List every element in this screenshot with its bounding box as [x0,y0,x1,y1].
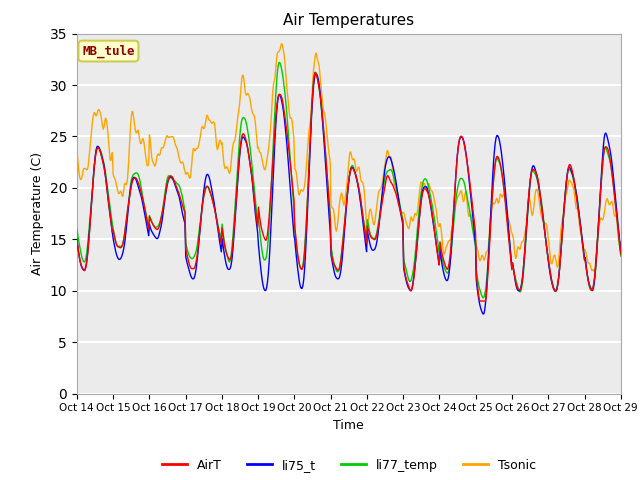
li77_temp [617,253,625,259]
AirT [431,235,439,241]
Tsonic [278,41,285,47]
li75_t [416,214,424,219]
li75_t [73,237,81,242]
AirT [139,196,147,202]
Line: Tsonic: Tsonic [77,44,621,271]
AirT [73,236,81,241]
AirT [311,70,319,75]
AirT [476,298,484,304]
Tsonic [223,164,230,169]
Y-axis label: Air Temperature (C): Air Temperature (C) [31,152,44,275]
AirT [194,247,202,252]
li77_temp [431,223,439,228]
Legend: AirT, li75_t, li77_temp, Tsonic: AirT, li75_t, li77_temp, Tsonic [157,454,541,477]
X-axis label: Time: Time [333,419,364,432]
li75_t [194,251,202,256]
li77_temp [83,251,90,257]
li75_t [312,71,320,77]
AirT [416,213,424,219]
Tsonic [83,167,90,173]
li77_temp [194,238,202,244]
Tsonic [591,268,598,274]
li75_t [479,311,487,317]
li75_t [139,200,147,206]
Tsonic [431,203,439,209]
Line: li77_temp: li77_temp [77,62,621,298]
Tsonic [73,146,81,152]
Line: AirT: AirT [77,72,621,301]
Text: MB_tule: MB_tule [82,44,135,58]
Tsonic [194,145,202,151]
li77_temp [139,193,147,199]
Tsonic [416,188,424,194]
li75_t [431,235,439,241]
li75_t [83,259,90,264]
li77_temp [223,251,230,256]
Line: li75_t: li75_t [77,74,621,314]
li77_temp [276,60,284,65]
li75_t [223,263,230,269]
Title: Air Temperatures: Air Temperatures [284,13,414,28]
li77_temp [73,226,81,232]
li77_temp [479,295,487,301]
li75_t [617,250,625,255]
AirT [83,260,90,265]
Tsonic [139,136,147,142]
AirT [617,251,625,257]
AirT [223,251,230,257]
Tsonic [617,239,625,244]
li77_temp [416,203,424,209]
